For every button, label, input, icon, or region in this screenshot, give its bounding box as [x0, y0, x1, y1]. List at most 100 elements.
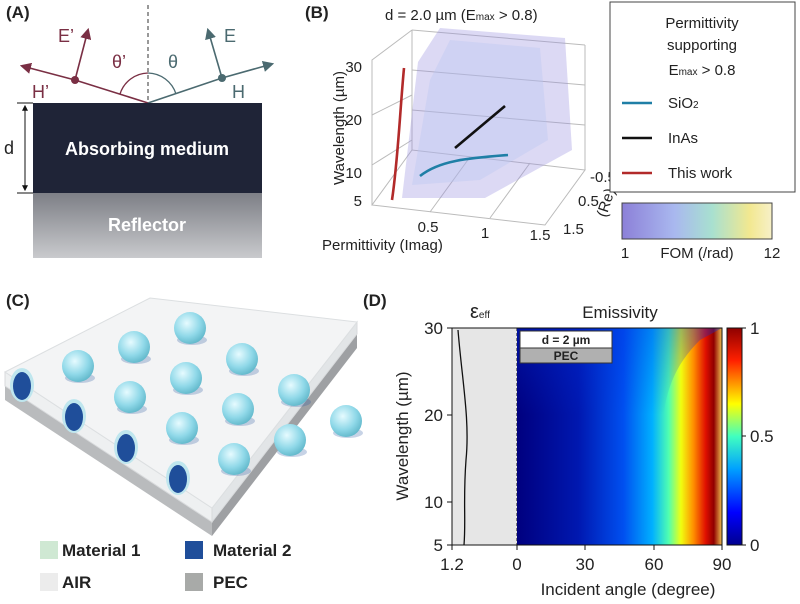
- ray: [147, 77, 223, 104]
- colorbar: [621, 202, 773, 240]
- eps-strip: [452, 328, 517, 545]
- legend-label: Material 2: [213, 541, 291, 560]
- arrow: [19, 62, 76, 81]
- panel-a: (A) E’ θ’ H’ θ E H Absorbing medium Refl…: [4, 3, 275, 258]
- legend-title-sub: max: [679, 67, 698, 78]
- fom-cloud: [412, 40, 548, 185]
- colorbar-label: FOM (/rad): [660, 245, 733, 262]
- ticks: 30 20 10 51.2 0 30 60 90 1 0.5 0: [424, 319, 774, 574]
- arrow: [221, 61, 275, 79]
- legend-title: Emax > 0.8: [669, 62, 736, 79]
- legend-box: [609, 1, 796, 193]
- inset-text: PEC: [554, 349, 579, 363]
- dot: [71, 76, 79, 84]
- legend-label: PEC: [213, 573, 248, 592]
- inset-text: d = 2 µm: [542, 333, 591, 347]
- inset-box: [519, 347, 613, 364]
- z-tick-label: -0.5: [590, 169, 616, 186]
- sphere: [226, 343, 258, 375]
- legend-name: InAs: [668, 130, 698, 147]
- x-axis-label: Incident angle (degree): [541, 580, 716, 599]
- dot: [218, 74, 226, 82]
- absorbing-medium: [33, 103, 262, 193]
- angle-arc: [147, 72, 177, 95]
- y-tick-label: 20: [345, 112, 362, 129]
- x-tick-label: 30: [576, 555, 595, 574]
- fom-cloud: [402, 28, 572, 198]
- x-tick-label: 0.5: [418, 219, 439, 236]
- sphere: [274, 424, 306, 456]
- sphere: [218, 443, 250, 475]
- legend-label: InAs: [668, 130, 698, 147]
- eps-label: εeff: [470, 301, 490, 323]
- sphere-core: [65, 403, 83, 431]
- pec-side: [5, 386, 212, 536]
- z-tick-label: 0.5: [578, 193, 599, 210]
- colorbar-tick-label: 0: [750, 536, 759, 555]
- e: E: [224, 26, 236, 46]
- panel-label: (B): [305, 3, 329, 22]
- legend-swatch: [185, 573, 203, 591]
- legend-label: Material 1: [62, 541, 140, 560]
- colorbar-tick-label: 0.5: [750, 427, 774, 446]
- sphere: [170, 362, 202, 394]
- colorbar-tick-label: 1: [750, 319, 759, 338]
- x-axis-label: Permittivity (Imag): [322, 237, 443, 254]
- box-3d: [371, 29, 586, 226]
- sphere-core: [117, 434, 135, 462]
- x-tick-label: 1.5: [530, 227, 551, 244]
- plot-title: Emissivity: [582, 303, 658, 322]
- title-part: > 0.8): [495, 7, 538, 24]
- legend-line-curve: [454, 105, 506, 149]
- legend-swatch: [185, 541, 203, 559]
- legend-line-curve: [419, 153, 509, 178]
- y-tick-label: 5: [354, 193, 362, 210]
- legend-swatch: [40, 541, 58, 559]
- spheres: [10, 312, 363, 495]
- air-top: [4, 297, 358, 509]
- x-tick-label: 60: [645, 555, 664, 574]
- panel-d: (D) Emissivity εeff d = 2 µm PEC 3020105…: [363, 291, 774, 599]
- h-prime: H’: [32, 82, 49, 102]
- panel-c: (C) Material 1 Material 2 AIR PEC: [4, 291, 363, 592]
- arrow: [205, 27, 223, 79]
- heatmap-shade: [517, 328, 722, 545]
- legend-label: SiO2: [668, 95, 699, 112]
- colorbar-min: 1: [621, 245, 629, 262]
- legend-title-part: > 0.8: [697, 62, 735, 79]
- title-sub: max: [476, 12, 495, 23]
- legend-line-curve: [390, 67, 406, 201]
- theta-prime: θ’: [112, 52, 126, 72]
- legend-swatch: [40, 573, 58, 591]
- y-ticks: 30 20 10 5: [345, 59, 362, 210]
- legend-title-part: E: [669, 62, 679, 79]
- z-tick-label: 1.5: [563, 221, 584, 238]
- x-ticks: 0.5 1 1.5: [418, 219, 551, 244]
- panel-label: (A): [6, 3, 30, 22]
- sphere: [118, 331, 150, 363]
- x-tick-label: 0: [512, 555, 521, 574]
- ray: [74, 79, 149, 104]
- sphere: [278, 374, 310, 406]
- y-tick-label: 10: [345, 165, 362, 182]
- legend-sub: 2: [693, 100, 699, 111]
- sphere: [174, 312, 206, 344]
- plot-title: d = 2.0 µm (Emax > 0.8): [385, 7, 538, 24]
- sphere: [330, 405, 362, 437]
- z-ticks: -0.5 0.5 1.5: [563, 169, 616, 238]
- medium-label: Absorbing medium: [65, 139, 229, 159]
- sphere: [166, 412, 198, 444]
- sphere: [62, 350, 94, 382]
- sphere: [222, 393, 254, 425]
- y-axis-label: Wavelength (µm): [331, 71, 348, 185]
- y-tick-label: 10: [424, 493, 443, 512]
- plot-frame: [451, 327, 723, 546]
- x-tick-label: 90: [713, 555, 732, 574]
- reflector: [33, 193, 262, 258]
- theta: θ: [168, 52, 178, 72]
- colorbar: [726, 327, 743, 546]
- panel-label: (C): [6, 291, 30, 310]
- legend: Material 1 Material 2 AIR PEC: [40, 541, 291, 592]
- sphere: [114, 381, 146, 413]
